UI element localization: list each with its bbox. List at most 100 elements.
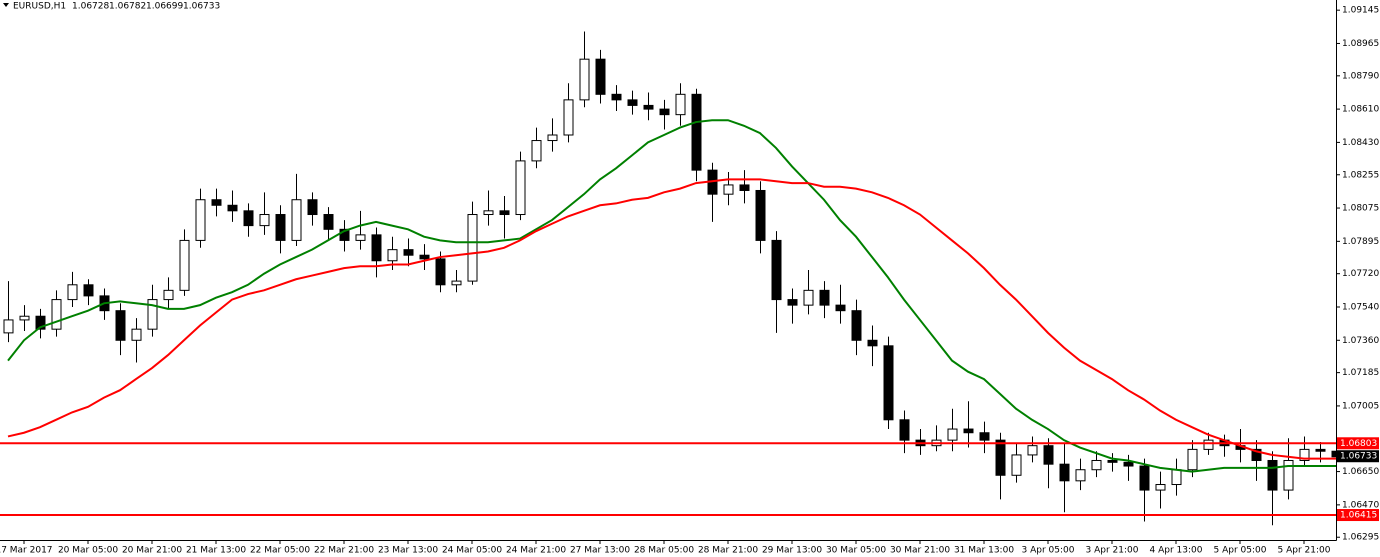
header-value: 1.06728	[72, 2, 109, 12]
candle-body	[675, 93, 686, 116]
candle-body	[547, 134, 558, 142]
candle-body	[851, 310, 862, 341]
y-tick-label: 1.07360	[1342, 336, 1379, 346]
candle-body	[307, 199, 318, 216]
candle-body	[291, 199, 302, 241]
candle-body	[131, 328, 142, 341]
candle-body	[1315, 448, 1326, 452]
x-tick-label: 28 Mar 21:00	[698, 546, 758, 556]
candle-body	[691, 93, 702, 171]
candle-body	[3, 319, 14, 334]
moving-average-line	[7, 119, 1336, 473]
x-tick-label: 20 Mar 21:00	[122, 546, 182, 556]
header-values: 1.06728 1.06782 1.06699 1.06733	[72, 2, 220, 12]
y-tick-label: 1.09145	[1342, 6, 1379, 16]
candle-body	[51, 299, 62, 330]
candle-body	[1043, 445, 1054, 465]
x-tick-label: 17 Mar 2017	[0, 546, 53, 556]
candle-body	[259, 214, 270, 227]
candle-body	[419, 254, 430, 260]
candle-body	[1299, 448, 1310, 461]
price-label: 1.06415	[1340, 511, 1377, 521]
candle-body	[115, 310, 126, 341]
candle-body	[243, 210, 254, 227]
candle-body	[275, 214, 286, 241]
candle-body	[883, 345, 894, 421]
x-tick-label: 24 Mar 21:00	[506, 546, 566, 556]
candle-body	[771, 239, 782, 301]
candle-body	[211, 199, 222, 206]
candle-body	[403, 249, 414, 256]
y-tick-label: 1.08430	[1342, 138, 1379, 148]
candle-body	[739, 184, 750, 191]
candle-body	[995, 439, 1006, 476]
y-tick-label: 1.06470	[1342, 500, 1379, 510]
candle-body	[35, 315, 46, 330]
y-tick-label: 1.07005	[1342, 401, 1379, 411]
candle-body	[835, 304, 846, 312]
candle-body	[867, 339, 878, 347]
x-tick-label: 31 Mar 13:00	[954, 546, 1014, 556]
candle-body	[1267, 459, 1278, 491]
y-tick-label: 1.08610	[1342, 105, 1379, 115]
candle-body	[339, 228, 350, 241]
candle-body	[803, 289, 814, 306]
candle-body	[787, 299, 798, 306]
menu-triangle	[3, 3, 9, 7]
y-tick-label: 1.06295	[1342, 533, 1379, 543]
candle-body	[627, 99, 638, 106]
candle-body	[1059, 463, 1070, 482]
candle-body	[1075, 469, 1086, 482]
candle-body	[1171, 469, 1182, 486]
candle-body	[1155, 484, 1166, 491]
x-tick-label: 29 Mar 13:00	[762, 546, 822, 556]
candle-body	[1283, 459, 1294, 491]
candle-body	[819, 289, 830, 306]
x-tick-label: 24 Mar 05:00	[442, 546, 502, 556]
candle-body	[1027, 445, 1038, 456]
price-label-box	[1337, 437, 1379, 450]
candle-body	[1251, 448, 1262, 461]
candle-body	[595, 58, 606, 95]
candle-body	[611, 93, 622, 101]
header-value: 1.06699	[146, 2, 183, 12]
candle-body	[947, 428, 958, 441]
x-tick-label: 28 Mar 05:00	[634, 546, 694, 556]
candle-body	[323, 214, 334, 230]
y-tick-label: 1.07540	[1342, 302, 1379, 312]
candle-body	[899, 419, 910, 441]
x-tick-label: 3 Apr 05:00	[1022, 546, 1075, 556]
y-tick-label: 1.08255	[1342, 170, 1379, 180]
x-tick-label: 23 Mar 13:00	[378, 546, 438, 556]
moving-average-line	[7, 178, 1336, 460]
candle-body	[387, 249, 398, 262]
x-tick-label: 3 Apr 21:00	[1086, 546, 1139, 556]
candle-body	[83, 284, 94, 297]
candle-body	[659, 108, 670, 116]
candle-body	[467, 214, 478, 282]
header-value: 1.06782	[109, 2, 146, 12]
x-tick-label: 21 Mar 13:00	[186, 546, 246, 556]
candle-body	[67, 284, 78, 301]
candle-body	[979, 432, 990, 441]
candle-body	[515, 160, 526, 216]
candle-body	[147, 299, 158, 330]
x-tick-label: 22 Mar 21:00	[314, 546, 374, 556]
candle-body	[227, 204, 238, 212]
candle-body	[1123, 461, 1134, 467]
price-label-box	[1337, 509, 1379, 522]
candle-body	[451, 280, 462, 286]
x-tick-label: 30 Mar 05:00	[826, 546, 886, 556]
candle-body	[1203, 439, 1214, 450]
x-tick-label: 30 Mar 21:00	[890, 546, 950, 556]
candle-body	[163, 289, 174, 301]
chart-title: EURUSD,H1	[13, 2, 66, 12]
x-tick-label: 5 Apr 21:00	[1278, 546, 1331, 556]
candle-body	[1011, 454, 1022, 476]
candle-body	[723, 184, 734, 195]
candle-body	[963, 428, 974, 434]
candle-body	[563, 99, 574, 136]
last-price-box	[1337, 450, 1379, 463]
